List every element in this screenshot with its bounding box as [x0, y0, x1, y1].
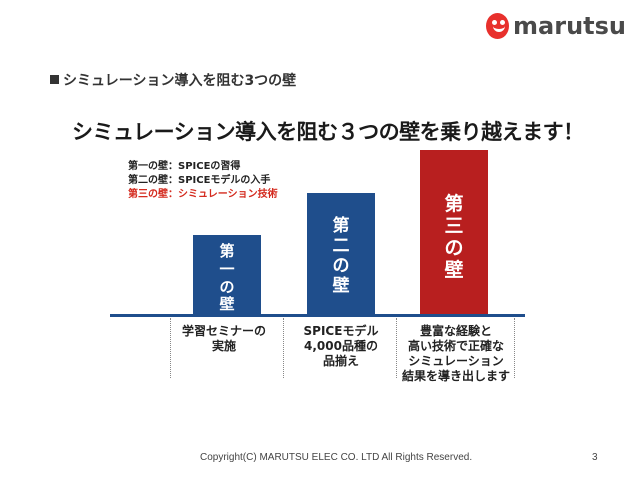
- legend-item-first-wall: 第一の壁：SPICEの習得: [128, 161, 241, 172]
- bar-char: 壁: [444, 258, 464, 281]
- bar-char: 第: [219, 242, 235, 260]
- solution-line: 学習セミナーの: [181, 324, 266, 338]
- column-divider: [170, 318, 171, 378]
- solution-line: SPICEモデル: [303, 324, 379, 338]
- column-divider: [514, 318, 515, 378]
- page-number: 3: [592, 452, 598, 463]
- solution-line: 高い技術で正確な: [407, 339, 504, 353]
- column-divider: [283, 318, 284, 378]
- bar-char: の: [332, 255, 350, 276]
- solution-line: 結果を導き出します: [401, 369, 510, 383]
- solution-line: 実施: [211, 339, 236, 353]
- solution-line: 豊富な経験と: [419, 324, 492, 338]
- section-heading-text: シミュレーション導入を阻む3つの壁: [63, 73, 297, 89]
- solution-line: シミュレーション: [408, 354, 504, 368]
- bar-char: 第: [444, 193, 464, 215]
- bar-char: 壁: [332, 275, 350, 296]
- third-wall-solution: 豊富な経験と 高い技術で正確な シミュレーション 結果を導き出します: [398, 318, 514, 383]
- baseline-divider: [110, 314, 525, 317]
- slide-title: シミュレーション導入を阻む３つの壁を乗り越えます！: [72, 120, 584, 144]
- square-bullet-icon: [50, 75, 59, 84]
- brand-logo: marutsu: [486, 10, 626, 42]
- bar-char: 第: [332, 216, 350, 236]
- bar-char: 三: [444, 214, 464, 237]
- smiley-logo-icon: [486, 13, 510, 39]
- bar-char: 二: [332, 235, 350, 256]
- second-wall-bar: 第 二 の 壁: [307, 193, 375, 315]
- legend-item-third-wall: 第三の壁：シミュレーション技術: [128, 189, 278, 200]
- section-heading: シミュレーション導入を阻む3つの壁: [50, 70, 296, 90]
- second-wall-solution: SPICEモデル 4,000品種の 品揃え: [288, 318, 394, 382]
- solution-line: 品揃え: [322, 354, 359, 368]
- logo-text: marutsu: [513, 12, 626, 40]
- copyright-footer: Copyright(C) MARUTSU ELEC CO. LTD All Ri…: [200, 452, 473, 463]
- column-divider: [396, 318, 397, 378]
- wall-legend: 第一の壁：SPICEの習得 第二の壁：SPICEモデルの入手 第三の壁：シミュレ…: [128, 160, 278, 202]
- first-wall-bar: 第 一 の 壁: [193, 235, 261, 315]
- first-wall-solution: 学習セミナーの 実施: [170, 318, 278, 382]
- bar-char: の: [219, 277, 235, 296]
- third-wall-bar: 第 三 の 壁: [420, 150, 488, 315]
- bar-char: 壁: [219, 295, 235, 314]
- bar-char: の: [444, 236, 464, 259]
- legend-item-second-wall: 第二の壁：SPICEモデルの入手: [128, 175, 271, 186]
- solution-line: 4,000品種の: [304, 339, 378, 353]
- bar-char: 一: [219, 259, 235, 278]
